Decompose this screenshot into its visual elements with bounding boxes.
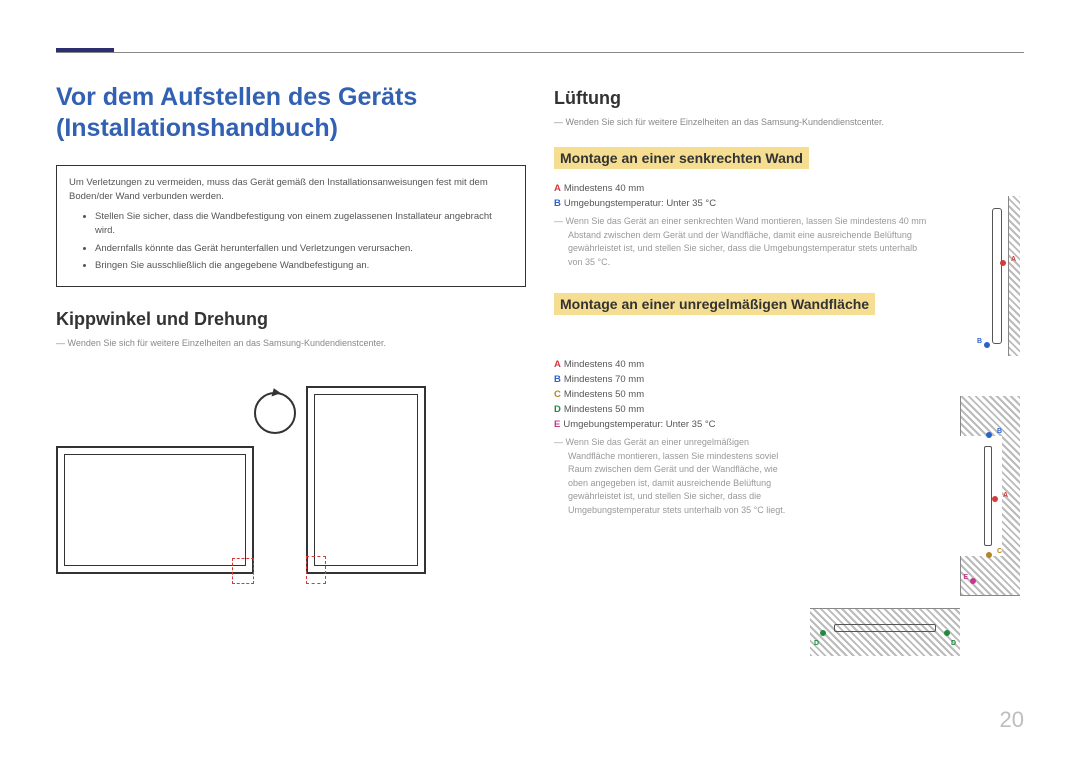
marker-d-dot (820, 630, 826, 636)
warning-bullet: Stellen Sie sicher, dass die Wandbefesti… (95, 210, 513, 239)
recess-top-hatch-icon (810, 608, 960, 656)
marker-a-label: A (1003, 492, 1008, 499)
rotation-arrow-icon (254, 392, 296, 434)
spec-line: AMindestens 40 mm (554, 183, 934, 194)
spec-text: Mindestens 70 mm (564, 374, 644, 385)
marker-b-dot (984, 342, 990, 348)
marker-e-label: E (963, 574, 968, 581)
detail-marker-1 (232, 558, 254, 584)
recess-screen-side-icon (984, 446, 992, 546)
marker-a-dot (992, 496, 998, 502)
marker-a-label: A (1011, 256, 1016, 263)
spec-line: EUmgebungstemperatur: Unter 35 °C (554, 419, 794, 430)
page-number: 20 (1000, 707, 1024, 733)
marker-e-dot (970, 578, 976, 584)
main-heading: Vor dem Aufstellen des Geräts (Installat… (56, 82, 526, 145)
tilt-rotation-diagram (56, 368, 426, 628)
spec-line: BMindestens 70 mm (554, 374, 794, 385)
spec-line: AMindestens 40 mm (554, 359, 794, 370)
warning-intro: Um Verletzungen zu vermeiden, muss das G… (69, 176, 513, 205)
spec-line: BUmgebungstemperatur: Unter 35 °C (554, 198, 934, 209)
left-column: Vor dem Aufstellen des Geräts (Installat… (56, 82, 526, 628)
spec-text: Umgebungstemperatur: Unter 35 °C (563, 419, 715, 430)
warning-box: Um Verletzungen zu vermeiden, muss das G… (56, 165, 526, 288)
desc-irregular-wall: Wenn Sie das Gerät an einer unregelmäßig… (554, 436, 794, 517)
marker-b-label: B (977, 338, 982, 345)
subheading-tilt: Kippwinkel und Drehung (56, 309, 526, 330)
warning-bullet: Bringen Sie ausschließlich die angegeben… (95, 259, 513, 273)
spec-letter-e: E (554, 419, 560, 430)
diagram-vertical-wall: A B (948, 196, 1020, 356)
screen-landscape-icon (56, 446, 254, 574)
spec-line: CMindestens 50 mm (554, 389, 794, 400)
spec-letter-b: B (554, 198, 561, 209)
recess-screen-top-icon (834, 624, 936, 632)
marker-b-dot (986, 432, 992, 438)
spec-letter-d: D (554, 404, 561, 415)
spec-letter-a: A (554, 359, 561, 370)
warning-bullet: Andernfalls könnte das Gerät herunterfal… (95, 242, 513, 256)
subheading-ventilation: Lüftung (554, 88, 1024, 109)
spec-text: Mindestens 40 mm (564, 359, 644, 370)
spec-letter-a: A (554, 183, 561, 194)
wall-hatch-icon (1008, 196, 1020, 356)
marker-d-dot (944, 630, 950, 636)
recess-top-view: D D (810, 608, 960, 656)
marker-d-label: D (951, 640, 956, 647)
marker-b-label: B (997, 428, 1002, 435)
spec-text: Mindestens 50 mm (564, 389, 644, 400)
note-tilt: Wenden Sie sich für weitere Einzelheiten… (56, 338, 526, 348)
detail-marker-2 (306, 556, 326, 584)
marker-c-label: C (997, 548, 1002, 555)
top-border (56, 52, 1024, 53)
spec-letter-c: C (554, 389, 561, 400)
marker-a-dot (1000, 260, 1006, 266)
diagram-recessed-wall: B A C E D D (810, 396, 1020, 656)
marker-c-dot (986, 552, 992, 558)
spec-text: Umgebungstemperatur: Unter 35 °C (564, 198, 716, 209)
spec-text: Mindestens 40 mm (564, 183, 644, 194)
spec-text: Mindestens 50 mm (564, 404, 644, 415)
note-ventilation: Wenden Sie sich für weitere Einzelheiten… (554, 117, 1024, 127)
marker-d-label: D (814, 640, 819, 647)
desc-vertical-wall: Wenn Sie das Gerät an einer senkrechten … (554, 215, 934, 269)
h3-irregular-wall: Montage an einer unregelmäßigen Wandfläc… (554, 293, 875, 315)
h3-vertical-wall: Montage an einer senkrechten Wand (554, 147, 809, 169)
screen-side-icon (992, 208, 1002, 344)
screen-portrait-icon (306, 386, 426, 574)
spec-line: DMindestens 50 mm (554, 404, 794, 415)
spec-letter-b: B (554, 374, 561, 385)
